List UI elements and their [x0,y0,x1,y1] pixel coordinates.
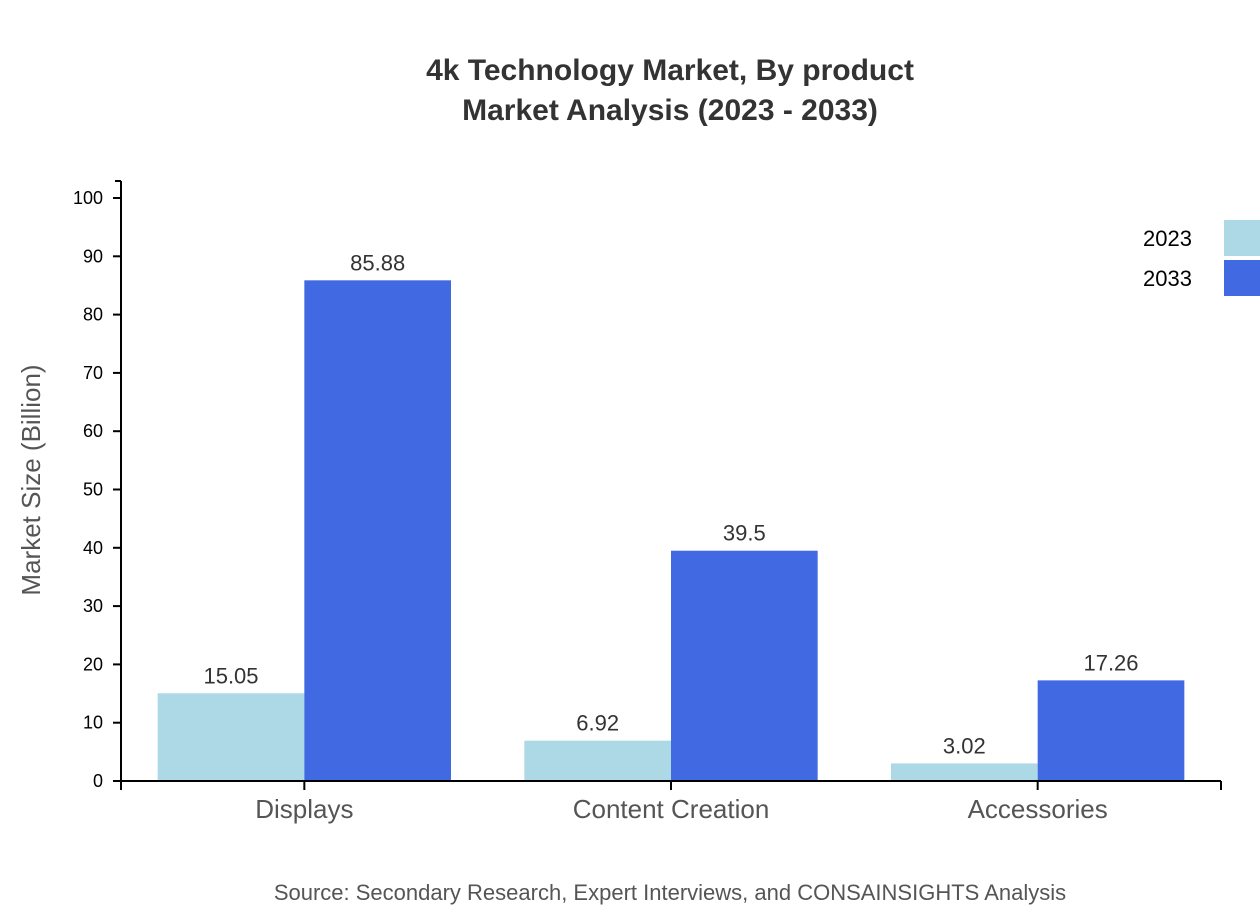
x-tick-label: Displays [255,794,353,824]
data-label: 3.02 [943,733,986,758]
y-tick-label: 70 [83,363,103,383]
data-label: 17.26 [1083,650,1138,675]
chart-title: 4k Technology Market, By product [426,54,914,87]
y-tick-label: 10 [83,713,103,733]
chart-subtitle: Market Analysis (2023 - 2033) [462,94,878,127]
bar-2033 [671,550,818,781]
y-tick-label: 60 [83,421,103,441]
data-label: 85.88 [350,250,405,275]
y-tick-label: 90 [83,246,103,266]
y-tick-label: 20 [83,654,103,674]
source-note: Source: Secondary Research, Expert Inter… [274,880,1066,905]
y-tick-label: 100 [73,188,103,208]
bar-2023 [157,693,305,781]
data-label: 39.5 [723,521,766,546]
data-label: 15.05 [203,663,258,688]
bar-2033 [1037,680,1185,781]
legend-label: 2033 [1143,266,1192,291]
bar-2033 [304,280,451,781]
legend-swatch [1224,260,1260,296]
y-tick-label: 0 [93,771,103,791]
y-tick-label: 30 [83,596,103,616]
x-tick-label: Content Creation [573,794,770,824]
legend-label: 2023 [1143,226,1192,251]
data-label: 6.92 [576,711,619,736]
y-axis-label: Market Size (Billion) [16,364,46,595]
y-tick-label: 50 [83,480,103,500]
y-tick-label: 40 [83,538,103,558]
legend-swatch [1224,220,1260,256]
x-tick-label: Accessories [968,794,1108,824]
bar-2023 [891,763,1038,781]
bar-2023 [524,740,671,781]
y-tick-label: 80 [83,305,103,325]
